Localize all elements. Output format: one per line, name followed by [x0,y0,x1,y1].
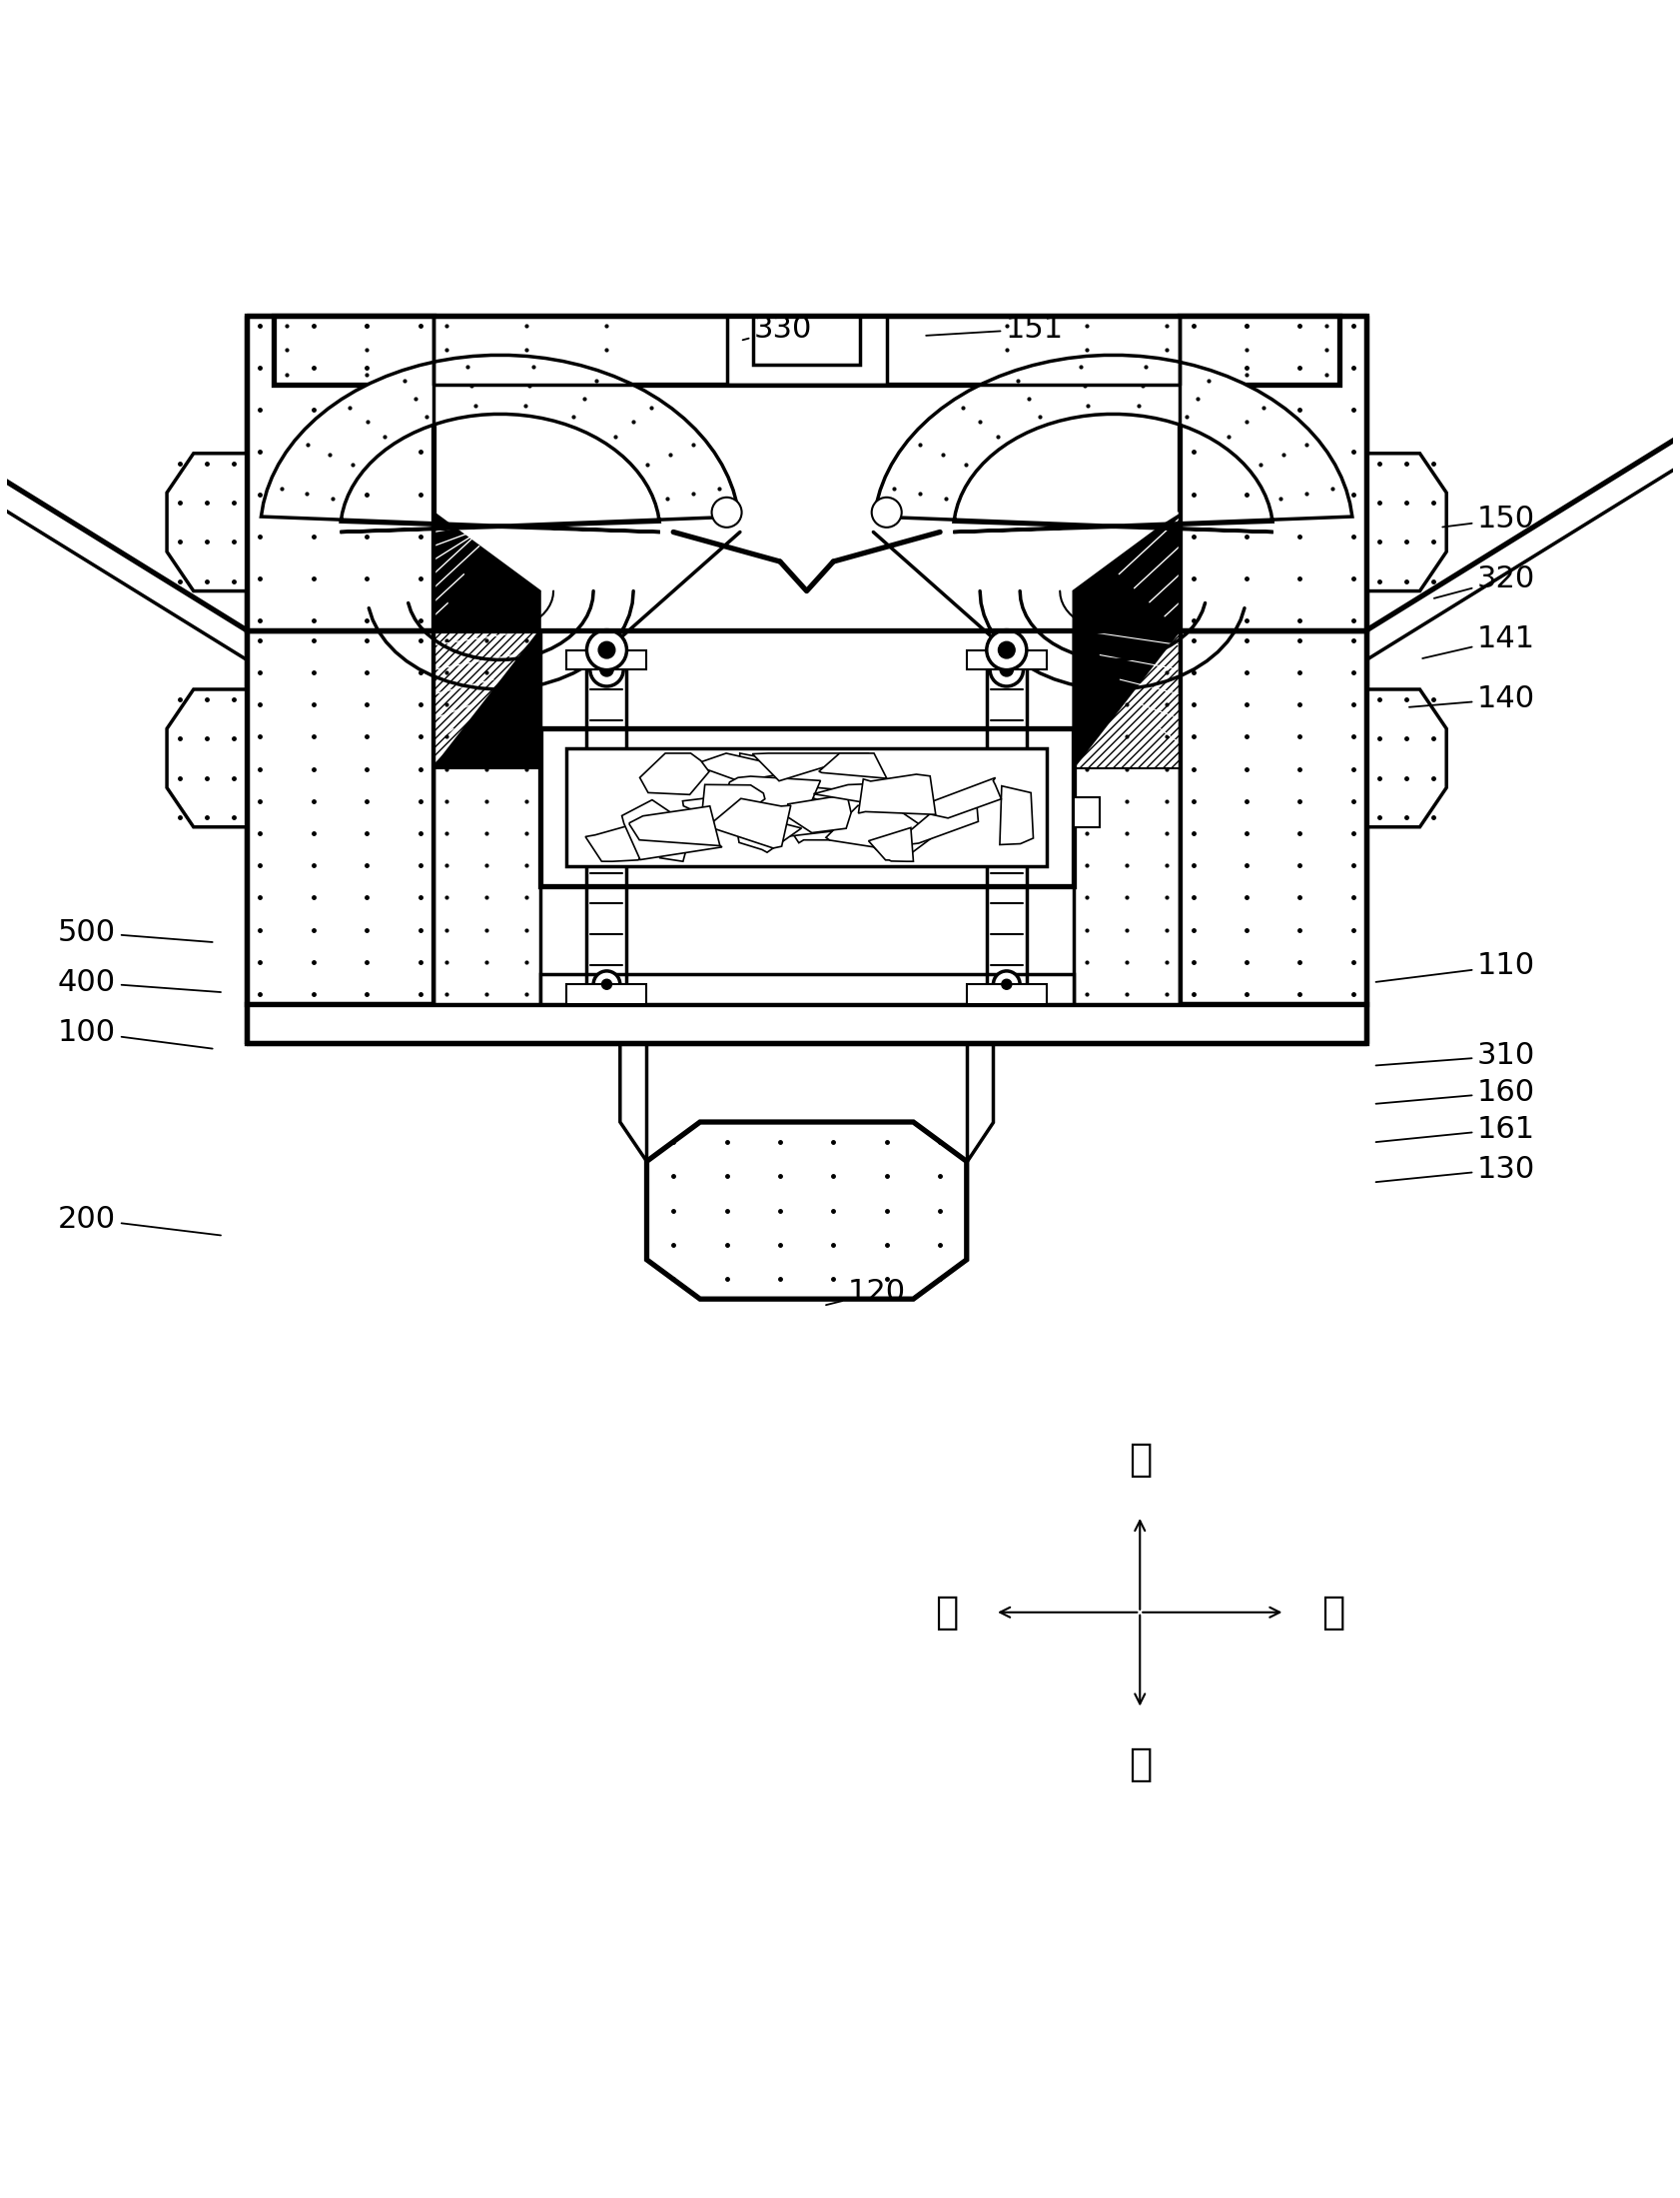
Text: 161: 161 [1376,1114,1536,1143]
Text: 330: 330 [743,314,813,343]
Polygon shape [1074,631,1179,767]
Polygon shape [702,785,764,824]
Polygon shape [727,317,887,385]
Polygon shape [869,829,914,862]
Polygon shape [566,747,1047,866]
Text: 130: 130 [1376,1154,1536,1183]
Text: 100: 100 [57,1018,212,1048]
Polygon shape [1366,453,1446,591]
Polygon shape [247,317,433,631]
Text: 110: 110 [1376,952,1536,983]
Text: 下: 下 [1129,1745,1151,1783]
Polygon shape [1000,787,1033,844]
Polygon shape [911,778,1001,818]
Text: 200: 200 [57,1205,220,1235]
Polygon shape [433,631,539,767]
Circle shape [601,980,612,989]
Polygon shape [539,730,1074,886]
Polygon shape [847,802,916,851]
Text: 120: 120 [827,1277,906,1308]
Text: 500: 500 [57,919,212,947]
Polygon shape [858,774,936,815]
Text: 320: 320 [1435,565,1536,598]
Polygon shape [781,787,869,842]
Polygon shape [659,822,694,862]
Polygon shape [274,317,1341,385]
Polygon shape [732,811,801,853]
Polygon shape [166,690,247,826]
Polygon shape [966,1024,993,1161]
Polygon shape [726,789,828,822]
Text: 310: 310 [1376,1042,1536,1070]
Text: 400: 400 [57,967,220,998]
Polygon shape [640,754,709,796]
Polygon shape [753,317,860,365]
Polygon shape [566,985,647,1004]
Circle shape [986,631,1026,670]
Text: 右: 右 [1322,1594,1346,1631]
Circle shape [872,497,902,528]
Circle shape [712,497,741,528]
Polygon shape [247,631,433,1004]
Text: 151: 151 [926,314,1063,343]
Polygon shape [818,754,887,778]
Polygon shape [1074,631,1179,767]
Circle shape [1001,980,1011,989]
Polygon shape [724,776,820,818]
Circle shape [586,631,627,670]
Polygon shape [433,631,539,1004]
Circle shape [593,972,620,998]
Polygon shape [966,651,1047,670]
Polygon shape [739,754,791,798]
Polygon shape [696,754,783,782]
Polygon shape [433,631,539,767]
Polygon shape [585,824,647,862]
Polygon shape [786,796,852,833]
Polygon shape [860,793,934,833]
Circle shape [1000,664,1013,677]
Polygon shape [707,798,791,848]
Circle shape [990,653,1023,686]
Text: 141: 141 [1423,624,1536,659]
Polygon shape [1074,631,1179,1004]
Polygon shape [622,800,722,859]
Polygon shape [966,985,1047,1004]
Circle shape [993,972,1020,998]
Polygon shape [566,651,647,670]
Polygon shape [682,793,754,813]
Polygon shape [539,974,1074,1004]
Polygon shape [260,356,739,532]
Text: 上: 上 [1129,1442,1151,1479]
Polygon shape [879,785,941,826]
Polygon shape [827,804,941,853]
Polygon shape [753,754,869,780]
Polygon shape [890,796,978,846]
Polygon shape [647,1121,966,1299]
Text: 140: 140 [1410,684,1536,714]
Polygon shape [748,802,847,837]
Polygon shape [1074,512,1179,631]
Polygon shape [630,807,721,846]
Polygon shape [433,512,539,631]
Polygon shape [166,453,247,591]
Polygon shape [1074,798,1100,826]
Text: 左: 左 [936,1594,958,1631]
Circle shape [598,642,615,659]
Polygon shape [874,356,1352,532]
Circle shape [590,653,623,686]
Circle shape [600,664,613,677]
Text: 160: 160 [1376,1077,1536,1108]
Circle shape [998,642,1015,659]
Text: 150: 150 [1443,506,1536,534]
Polygon shape [813,785,917,811]
Polygon shape [247,1004,1366,1044]
Polygon shape [1179,317,1366,631]
Polygon shape [620,1024,647,1161]
Polygon shape [1179,631,1366,1004]
Polygon shape [1366,690,1446,826]
